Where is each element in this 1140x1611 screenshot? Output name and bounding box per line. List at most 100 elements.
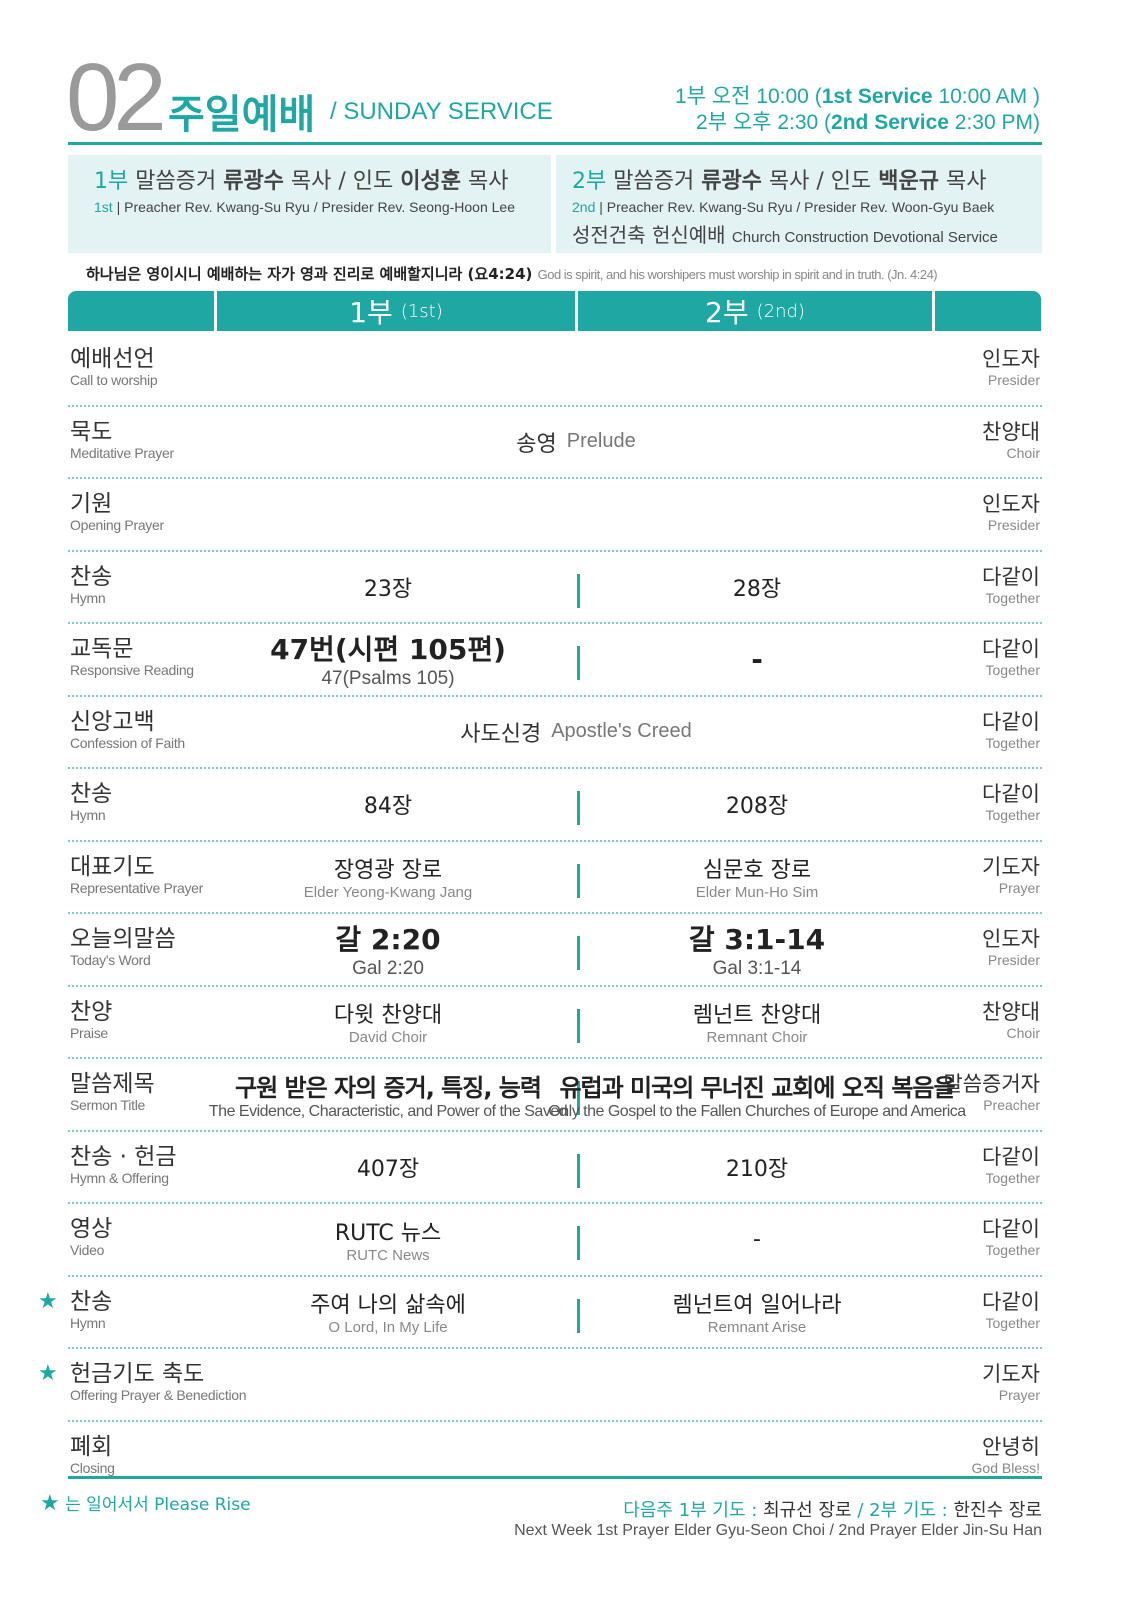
role-label-en: Prayer — [998, 879, 1040, 896]
role-label-en: Choir — [1006, 444, 1040, 461]
role-label: 인도자 — [982, 927, 1040, 951]
second-service-content: - — [753, 1226, 761, 1252]
role-label-en: Presider — [987, 372, 1040, 388]
page-subtitle: / SUNDAY SERVICE — [330, 98, 553, 125]
column-divider — [577, 573, 580, 608]
first-service-content: 23장 — [363, 576, 413, 602]
role-label: 다같이 — [982, 564, 1040, 589]
service-row: 영상 Video RUTC 뉴스 RUTC News - 다같이 Together — [68, 1204, 1042, 1277]
column-divider — [577, 646, 580, 680]
item-label-en: Video — [70, 1242, 105, 1258]
item-label: 찬송 — [70, 1288, 113, 1315]
column-divider — [577, 1298, 580, 1333]
role-label: 찬양대 — [982, 419, 1040, 444]
second-service-content: 유럽과 미국의 무너진 교회에 오직 복음을 Only the Gospel to… — [548, 1073, 966, 1120]
role-label: 다같이 — [982, 1144, 1040, 1169]
item-label-en: Offering Prayer & Benediction — [70, 1387, 247, 1403]
column-divider — [577, 1153, 580, 1188]
role-label: 다같이 — [982, 1289, 1040, 1314]
header-divider — [68, 142, 1042, 145]
item-label-en: Responsive Reading — [70, 662, 194, 678]
service-row: 찬송 · 헌금 Hymn & Offering 407장 210장 다같이 Togethe… — [68, 1132, 1042, 1204]
column-divider — [577, 1008, 580, 1043]
column-divider — [577, 1081, 580, 1115]
first-service-content: 84장 — [363, 794, 413, 819]
first-service-content: 구원 받은 자의 증거, 특징, 능력 The Evidence, Charact… — [208, 1073, 568, 1120]
role-label-en: Choir — [1006, 1024, 1040, 1041]
role-label-en: Together — [985, 734, 1040, 751]
service-row: 묵도 Meditative Prayer 송영 Prelude 찬양대 Choir — [68, 407, 1042, 479]
second-service-info: 2부 말씀증거 류광수 목사 / 인도 백운규 목사 2nd | Preache… — [556, 155, 1042, 253]
service-row: 찬양 Praise 다윗 찬양대 David Choir 렘넌트 찬양대 Remnant … — [68, 987, 1042, 1059]
star-icon: ★ — [38, 1361, 58, 1386]
role-label: 기도자 — [982, 1362, 1040, 1386]
item-label: 신앙고백 — [70, 708, 155, 735]
first-service-content: 주여 나의 삶속에 O Lord, In My Life — [310, 1293, 466, 1336]
next-week-prayer: 다음주 1부 기도 : 최규선 장로 / 2부 기도 : 한진수 장로 Next… — [514, 1500, 1042, 1539]
item-label: 영상 — [70, 1216, 113, 1242]
role-label: 기도자 — [982, 854, 1040, 879]
item-label-en: Representative Prayer — [70, 879, 203, 896]
item-label: 찬송 · 헌금 — [70, 1143, 177, 1170]
service-row: 대표기도 Representative Prayer 장영광 장로 Elder Yeo… — [68, 842, 1042, 914]
service-row: 신앙고백 Confession of Faith 사도신경 Apostle's Cre… — [68, 697, 1042, 769]
second-service-content: 210장 — [725, 1156, 789, 1182]
first-service-info: 1부 말씀증거 류광수 목사 / 인도 이성훈 목사 1st | Preache… — [68, 155, 551, 253]
scripture-verse: 하나님은 영이시니 예배하는 자가 영과 진리로 예배할지니라 (요4:24) … — [86, 265, 938, 283]
star-icon: ★ — [38, 1288, 58, 1314]
item-label-en: Opening Prayer — [70, 517, 164, 533]
item-label-en: Sermon Title — [70, 1097, 145, 1113]
role-label: 인도자 — [982, 492, 1040, 516]
item-label-en: Praise — [70, 1024, 108, 1041]
role-label-en: Together — [985, 662, 1040, 678]
role-label-en: Presider — [987, 952, 1040, 968]
role-label-en: Together — [985, 1314, 1040, 1331]
item-label: 기원 — [70, 491, 113, 517]
rise-note: ★ 는 일어서서 Please Rise — [40, 1491, 251, 1516]
table-header: 1부 (1st) 2부 (2nd) — [68, 291, 1044, 331]
order-of-service: 예배선언 Call to worship 인도자 Presider 묵도 Meditati… — [38, 334, 1042, 1492]
role-label: 다같이 — [982, 782, 1040, 806]
shared-content: 송영 Prelude — [516, 430, 636, 457]
star-icon: ★ — [40, 1491, 60, 1516]
role-label-en: Prayer — [998, 1387, 1040, 1403]
service-row: 예배선언 Call to worship 인도자 Presider — [68, 334, 1042, 407]
item-label: 헌금기도 축도 — [70, 1361, 205, 1387]
item-label: 오늘의말씀 — [70, 926, 176, 952]
role-label-en: Preacher — [983, 1097, 1040, 1113]
role-label: 인도자 — [982, 347, 1040, 371]
column-divider — [577, 863, 580, 898]
section-number: 02 — [66, 44, 167, 151]
role-label-en: Together — [985, 589, 1040, 606]
first-service-content: RUTC 뉴스 RUTC News — [334, 1220, 442, 1264]
service-row: 찬송 Hymn 84장 208장 다같이 Together — [68, 769, 1042, 842]
item-label: 대표기도 — [70, 853, 155, 880]
item-label-en: Closing — [70, 1459, 115, 1476]
item-label: 묵도 — [70, 418, 113, 445]
item-label: 찬송 — [70, 563, 113, 590]
role-label-en: God Bless! — [971, 1459, 1040, 1476]
item-label-en: Meditative Prayer — [70, 444, 174, 461]
service-row: 교독문 Responsive Reading 47번(시편 105편) 47(Psal… — [68, 624, 1042, 697]
second-service-content: 28장 — [732, 576, 782, 602]
page-title: 주일예배 — [168, 92, 316, 138]
column-divider — [577, 791, 580, 825]
role-label-en: Together — [985, 1169, 1040, 1186]
first-service-content: 갈 2:20 Gal 2:20 — [335, 923, 441, 979]
item-label-en: Today's Word — [70, 952, 151, 968]
service-row: 기원 Opening Prayer 인도자 Presider — [68, 479, 1042, 552]
item-label: 예배선언 — [70, 346, 155, 372]
column-divider — [577, 936, 580, 970]
role-label: 다같이 — [982, 709, 1040, 734]
first-service-content: 47번(시편 105편) 47(Psalms 105) — [270, 633, 506, 689]
footer-divider — [68, 1476, 1042, 1479]
item-label: 말씀제목 — [70, 1071, 155, 1097]
role-label-en: Together — [985, 1242, 1040, 1258]
item-label: 교독문 — [70, 636, 134, 662]
second-service-content: 208장 — [725, 794, 789, 819]
service-times: 1부 오전 10:00 (1st Service 10:00 AM ) 2부 오… — [675, 85, 1040, 134]
first-service-content: 다윗 찬양대 David Choir — [333, 1003, 443, 1046]
shared-content: 사도신경 Apostle's Creed — [460, 720, 692, 747]
second-service-content: - — [751, 642, 763, 676]
